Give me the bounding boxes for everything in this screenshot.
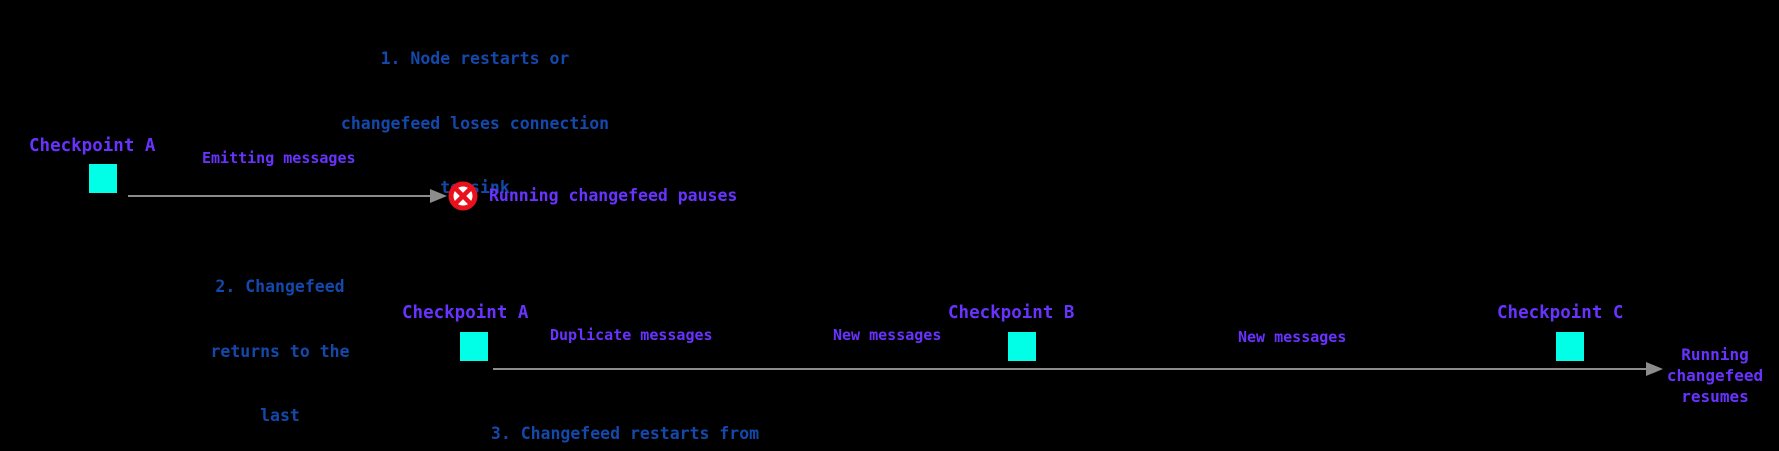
timeline2-arrow-line [493,368,1647,370]
step-1-line-1: 1. Node restarts or [380,49,570,68]
timeline2-checkpoint-a-label: Checkpoint A [402,303,529,323]
new-messages-2-label: New messages [1238,328,1347,346]
duplicate-messages-label: Duplicate messages [550,326,713,344]
timeline1-checkpoint-a-marker [89,164,117,193]
running-changefeed-pauses-label: Running changefeed pauses [489,186,738,205]
step-1-line-2: changefeed loses connection [340,113,610,133]
step-3-line-1: 3. Changefeed restarts from [490,424,760,443]
timeline2-checkpoint-a-marker [460,332,488,361]
timeline1-checkpoint-a-label: Checkpoint A [29,136,156,156]
step-2-line-1: 2. Changefeed [215,277,345,296]
timeline2-checkpoint-c-label: Checkpoint C [1497,303,1624,323]
timeline1-arrow-line [128,195,431,197]
step-2-line-3: last [260,406,300,425]
emitting-messages-label: Emitting messages [202,149,356,167]
new-messages-1-label: New messages [833,326,942,344]
timeline2-checkpoint-b-marker [1008,332,1036,361]
circle-x-icon [448,181,478,211]
step-2-annotation: 2. Changefeed returns to the last checkp… [180,233,380,451]
running-changefeed-resumes-label: Running changefeed resumes [1666,345,1764,406]
timeline1-arrowhead [430,189,447,203]
timeline2-arrowhead [1646,362,1663,376]
step-3-annotation: 3. Changefeed restarts from last checkpo… [475,380,775,451]
timeline2-checkpoint-c-marker [1556,332,1584,361]
timeline2-checkpoint-b-label: Checkpoint B [948,303,1075,323]
step-1-annotation: 1. Node restarts or changefeed loses con… [330,5,620,242]
step-2-line-2: returns to the [210,341,350,361]
